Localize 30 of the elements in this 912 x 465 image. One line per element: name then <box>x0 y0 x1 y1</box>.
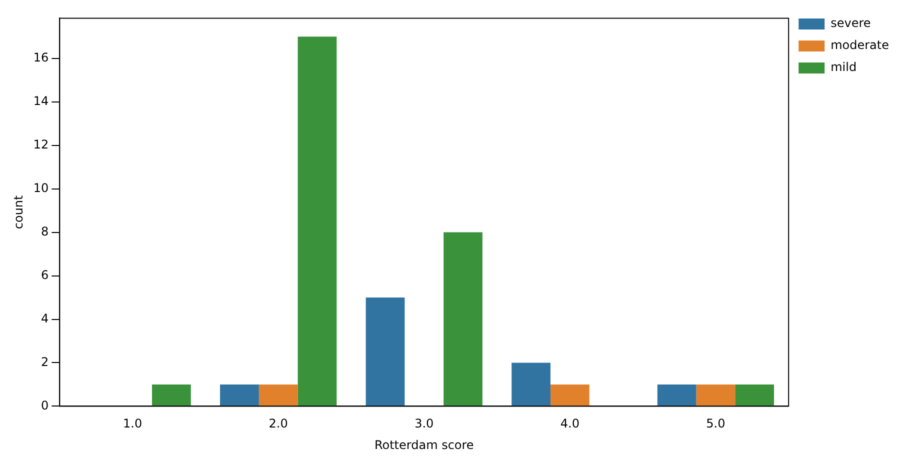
bar <box>258 384 298 406</box>
y-tick-label: 4 <box>41 311 49 326</box>
legend-label: mild <box>830 60 857 74</box>
y-axis-title: count <box>11 194 26 230</box>
bar <box>512 362 550 406</box>
bar <box>657 384 696 406</box>
bar <box>444 232 482 406</box>
y-tick-label: 0 <box>41 398 49 412</box>
y-tick-label: 8 <box>41 224 49 238</box>
x-tick-label: 5.0 <box>706 416 726 431</box>
x-axis-title: Rotterdam score <box>374 438 474 452</box>
legend-label: moderate <box>830 38 889 52</box>
y-tick-label: 10 <box>33 180 49 195</box>
bar <box>735 384 774 406</box>
x-tick-label: 2.0 <box>268 416 288 431</box>
y-tick-label: 12 <box>33 137 49 152</box>
bar <box>298 36 337 406</box>
x-tick-label: 4.0 <box>560 416 580 431</box>
bar <box>696 384 736 406</box>
bar <box>152 384 191 406</box>
y-tick-label: 6 <box>41 268 49 282</box>
legend-label: severe <box>830 16 871 30</box>
x-tick-label: 3.0 <box>414 416 434 431</box>
x-tick-label: 1.0 <box>123 416 142 431</box>
bar <box>550 384 590 406</box>
y-tick-label: 16 <box>33 50 49 65</box>
bar <box>366 298 405 406</box>
bar <box>220 384 259 406</box>
y-tick-label: 2 <box>41 354 49 369</box>
y-tick-label: 14 <box>33 94 49 108</box>
